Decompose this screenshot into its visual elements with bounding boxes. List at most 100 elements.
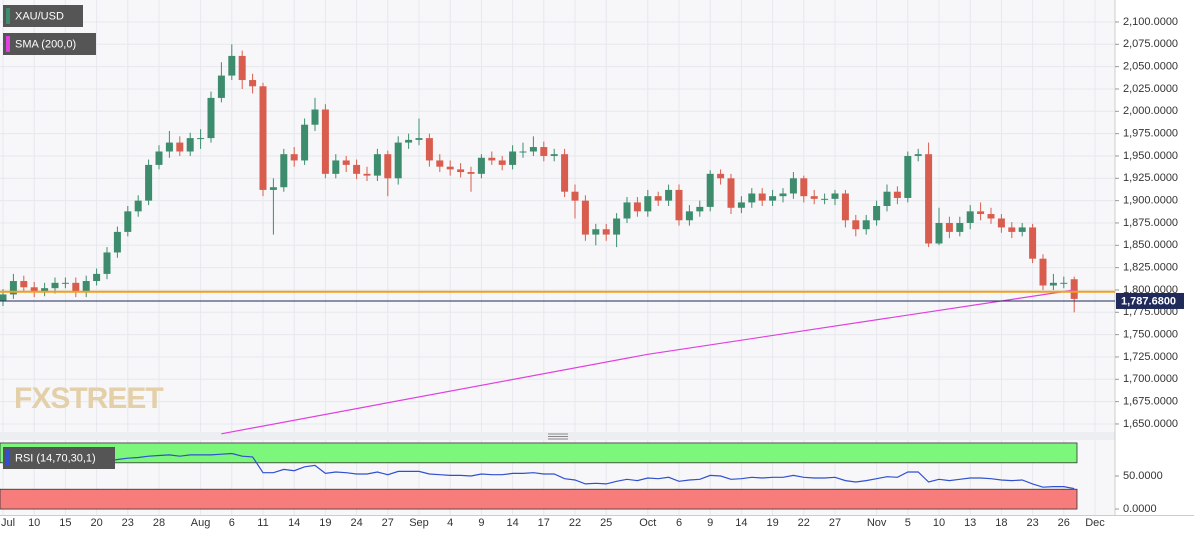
candle-body (519, 151, 527, 153)
legend-label: RSI (14,70,30,1) (15, 452, 96, 464)
candle-body (956, 222, 964, 232)
x-tick-label: 9 (478, 517, 484, 529)
candle-body (800, 178, 808, 197)
candle-body (415, 138, 423, 140)
candle-body (145, 164, 153, 201)
candle-body (124, 211, 132, 232)
x-tick-label: 26 (1058, 517, 1070, 529)
candle-body (1049, 282, 1057, 286)
candle-body (186, 138, 194, 152)
candle-body (311, 109, 319, 125)
candle-body (571, 191, 579, 201)
candle-body (41, 288, 49, 292)
x-tick-label: Sep (409, 517, 429, 529)
x-tick-label: 22 (798, 517, 810, 529)
candle-body (301, 124, 309, 161)
y-tick-label: 1,675.0000 (1123, 396, 1178, 408)
candle-body (332, 160, 340, 174)
candle-body (966, 211, 974, 223)
grid (0, 0, 1115, 515)
legend-swatch (6, 450, 10, 466)
x-tick-label: 27 (829, 517, 841, 529)
candle-body (9, 281, 17, 295)
candle-body (592, 229, 600, 235)
candle-body (238, 55, 246, 81)
axes: 1,650.0000 1,675.0000 1,700.0000 1,725.0000… (1, 16, 1184, 529)
candle-body (810, 196, 818, 199)
candle-body (384, 154, 392, 179)
candle-body (935, 222, 943, 244)
legend-box (3, 33, 96, 55)
x-tick-label: 17 (538, 517, 550, 529)
candle-body (217, 75, 225, 98)
candle-body (977, 211, 985, 215)
y-tick-label: 1,950.0000 (1123, 150, 1178, 162)
candle-body (623, 202, 631, 219)
candle-body (685, 211, 693, 221)
candle-body (727, 178, 735, 208)
legend-label: SMA (200,0) (15, 38, 76, 50)
candle-body (51, 282, 59, 289)
line (221, 289, 1075, 435)
x-tick-label: 22 (569, 517, 581, 529)
x-tick-label: 23 (1026, 517, 1038, 529)
candle-body (873, 205, 881, 221)
candle-body (706, 173, 714, 207)
candle-body (779, 193, 787, 197)
candle-body (155, 151, 163, 165)
candle-body (165, 142, 173, 152)
candle-body (197, 138, 205, 140)
candle-body (914, 154, 922, 156)
y-tick-label: 1,725.0000 (1123, 351, 1178, 363)
candle-body (841, 193, 849, 221)
candle-body (529, 147, 537, 152)
y-tick-label: 0.0000 (1123, 503, 1157, 515)
price-label-box (1116, 292, 1184, 309)
x-tick-label: 9 (707, 517, 713, 529)
x-tick-label: 6 (676, 517, 682, 529)
x-tick-label: 4 (447, 517, 453, 529)
candle-body (342, 160, 350, 165)
candle-body (550, 154, 558, 156)
candle-body (581, 200, 589, 235)
y-tick-label: 1,650.0000 (1123, 418, 1178, 430)
x-tick-label: 10 (933, 517, 945, 529)
candle-body (93, 273, 101, 282)
y-tick-label: 2,025.0000 (1123, 83, 1178, 95)
legend: XAU/USD SMA (200,0) RSI (14,70,30,1) (3, 5, 115, 469)
candle-body (394, 142, 402, 179)
x-tick-label: 23 (122, 517, 134, 529)
y-tick-label: 1,775.0000 (1123, 306, 1178, 318)
candle-body (457, 169, 465, 173)
candle-body (561, 154, 569, 192)
candle-body (477, 157, 485, 174)
candle-body (904, 155, 912, 198)
candle-body (425, 138, 433, 161)
x-tick-label: Dec (1085, 517, 1105, 529)
candle-body (321, 109, 329, 174)
x-tick-label: 14 (288, 517, 300, 529)
x-tick-label: 14 (735, 517, 747, 529)
y-tick-label: 2,050.0000 (1123, 61, 1178, 73)
candle-body (259, 86, 267, 190)
x-tick-label: 24 (350, 517, 362, 529)
price-panel (0, 0, 1115, 432)
candle-body (249, 80, 257, 87)
candle-body (228, 55, 236, 76)
candle-body (893, 191, 901, 198)
candle-body (61, 282, 69, 284)
y-tick-label: 50.0000 (1123, 470, 1163, 482)
candle-body (373, 154, 381, 176)
y-tick-label: 1,900.0000 (1123, 195, 1178, 207)
candle-body (1060, 282, 1068, 284)
candle-body (758, 193, 766, 201)
x-tick-label: 20 (90, 517, 102, 529)
candle-body (852, 220, 860, 230)
divider-handle[interactable] (548, 433, 568, 440)
legend-box (3, 5, 83, 27)
candle-body (945, 222, 953, 232)
x-tick-label: 27 (382, 517, 394, 529)
x-tick-label: 6 (229, 517, 235, 529)
